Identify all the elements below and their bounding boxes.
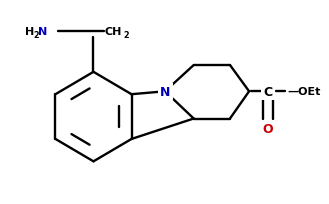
Text: —OEt: —OEt (287, 87, 321, 97)
Text: CH: CH (105, 27, 122, 37)
Text: C: C (264, 85, 273, 98)
Text: 2: 2 (33, 31, 39, 40)
Text: O: O (263, 122, 273, 135)
Text: 2: 2 (123, 31, 129, 40)
Text: N: N (160, 85, 170, 98)
Text: H: H (25, 27, 34, 37)
Text: N: N (38, 27, 47, 37)
